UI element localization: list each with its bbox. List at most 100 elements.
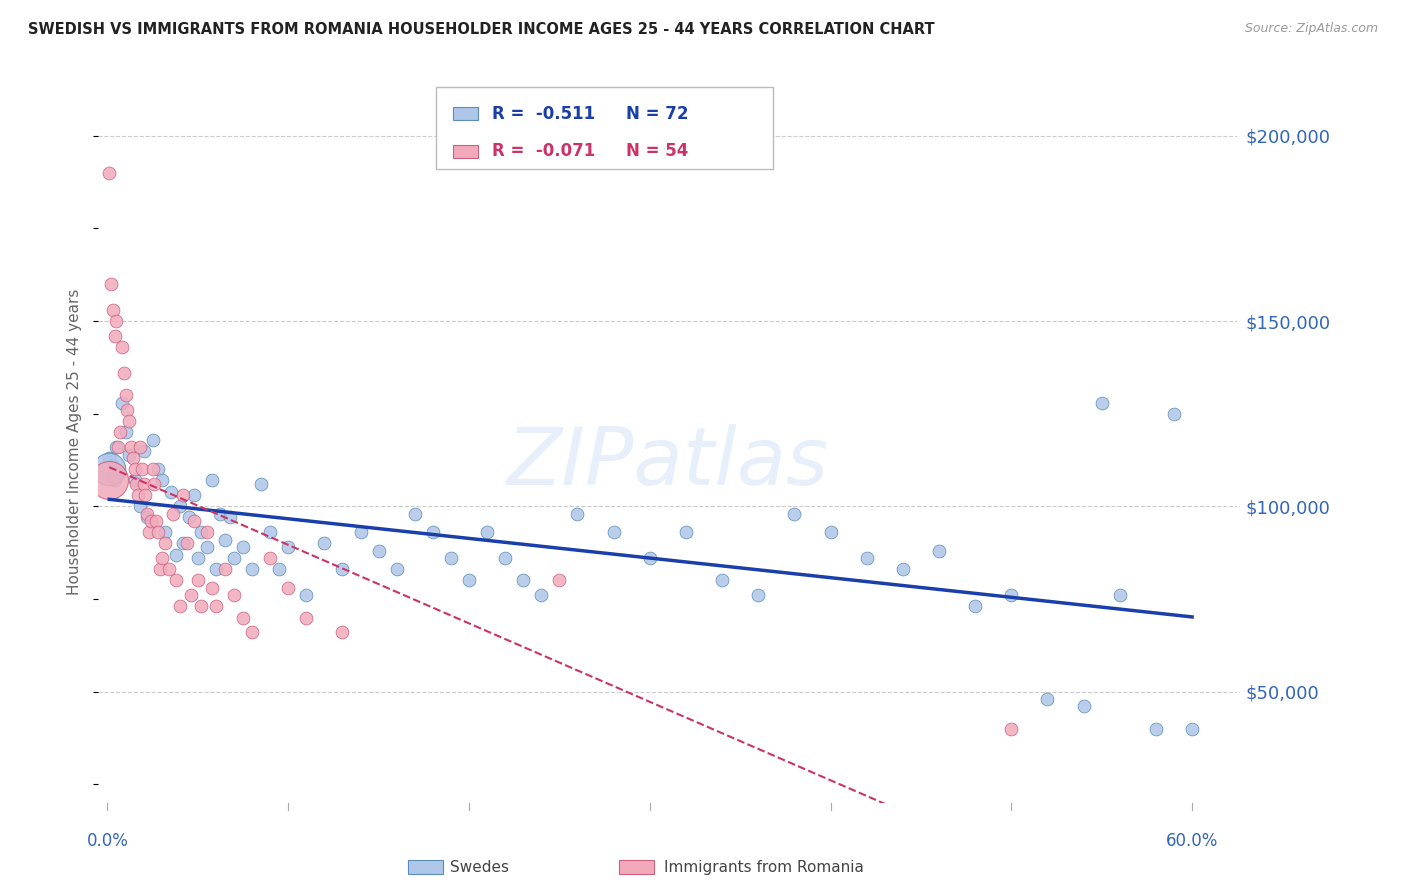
Point <box>965 599 987 614</box>
Point <box>165 574 187 588</box>
Point <box>111 340 134 354</box>
Point <box>142 433 165 447</box>
Point <box>107 466 129 480</box>
Point <box>1108 588 1130 602</box>
Point <box>530 588 553 602</box>
Point <box>240 562 263 576</box>
Point <box>104 474 127 488</box>
Point <box>195 540 218 554</box>
Point <box>169 500 191 514</box>
Point <box>114 388 136 402</box>
Point <box>440 551 463 566</box>
Point <box>208 507 231 521</box>
Point <box>169 599 191 614</box>
Point <box>183 488 205 502</box>
Point <box>162 507 184 521</box>
Y-axis label: Householder Income Ages 25 - 44 years: Householder Income Ages 25 - 44 years <box>67 288 83 595</box>
Point <box>512 574 534 588</box>
Text: 60.0%: 60.0% <box>1166 832 1218 850</box>
Point <box>100 469 122 483</box>
Point <box>250 477 273 491</box>
Point <box>1091 395 1114 409</box>
Point <box>132 443 155 458</box>
Point <box>928 544 950 558</box>
Point <box>157 562 180 576</box>
Point <box>104 329 127 343</box>
Point <box>1000 722 1022 736</box>
Point <box>98 166 121 180</box>
Point <box>1181 722 1204 736</box>
Point <box>332 625 354 640</box>
Point <box>205 599 228 614</box>
Text: R =  -0.511: R = -0.511 <box>492 104 595 123</box>
Point <box>177 510 200 524</box>
Point <box>129 500 152 514</box>
Point <box>124 474 146 488</box>
Point <box>121 451 143 466</box>
Point <box>190 525 212 540</box>
Point <box>1163 407 1185 421</box>
Point <box>118 414 141 428</box>
Point <box>259 525 281 540</box>
Point <box>1000 588 1022 602</box>
Point <box>172 488 194 502</box>
Point <box>458 574 481 588</box>
Point <box>820 525 842 540</box>
Point <box>136 510 159 524</box>
Point <box>422 525 444 540</box>
Point <box>475 525 498 540</box>
Point <box>190 599 212 614</box>
Point <box>747 588 769 602</box>
Text: Source: ZipAtlas.com: Source: ZipAtlas.com <box>1244 22 1378 36</box>
Point <box>201 581 224 595</box>
Point <box>138 525 160 540</box>
Point <box>120 440 142 454</box>
Point <box>675 525 697 540</box>
Point <box>332 562 354 576</box>
Point <box>150 551 173 566</box>
Point <box>125 477 148 491</box>
Point <box>711 574 734 588</box>
Point <box>222 551 245 566</box>
Point <box>891 562 914 576</box>
Point <box>240 625 263 640</box>
Point <box>205 562 228 576</box>
Text: ZIPatlas: ZIPatlas <box>506 425 830 502</box>
Text: R =  -0.071: R = -0.071 <box>492 143 595 161</box>
Point <box>277 581 299 595</box>
Point <box>142 462 165 476</box>
Point <box>295 588 318 602</box>
Point <box>107 440 129 454</box>
Point <box>124 462 146 476</box>
Point <box>494 551 516 566</box>
Point <box>114 425 136 440</box>
Point <box>214 533 236 547</box>
Point <box>187 574 209 588</box>
Point <box>277 540 299 554</box>
Point <box>117 403 139 417</box>
Text: N = 54: N = 54 <box>626 143 688 161</box>
Point <box>1073 699 1095 714</box>
Point <box>98 462 121 476</box>
Point <box>195 525 218 540</box>
Point <box>108 425 131 440</box>
Text: SWEDISH VS IMMIGRANTS FROM ROMANIA HOUSEHOLDER INCOME AGES 25 - 44 YEARS CORRELA: SWEDISH VS IMMIGRANTS FROM ROMANIA HOUSE… <box>28 22 935 37</box>
Point <box>222 588 245 602</box>
Point <box>98 451 121 466</box>
Point <box>1144 722 1167 736</box>
Point <box>602 525 624 540</box>
Point <box>136 507 159 521</box>
Point <box>105 440 128 454</box>
Point <box>180 588 202 602</box>
Point <box>146 462 169 476</box>
Point <box>149 562 172 576</box>
Point <box>404 507 426 521</box>
Point <box>367 544 389 558</box>
Point <box>783 507 806 521</box>
Point <box>112 366 135 380</box>
Point <box>349 525 371 540</box>
Text: Swedes: Swedes <box>450 860 509 874</box>
Point <box>155 525 177 540</box>
Point <box>295 610 318 624</box>
Point <box>187 551 209 566</box>
